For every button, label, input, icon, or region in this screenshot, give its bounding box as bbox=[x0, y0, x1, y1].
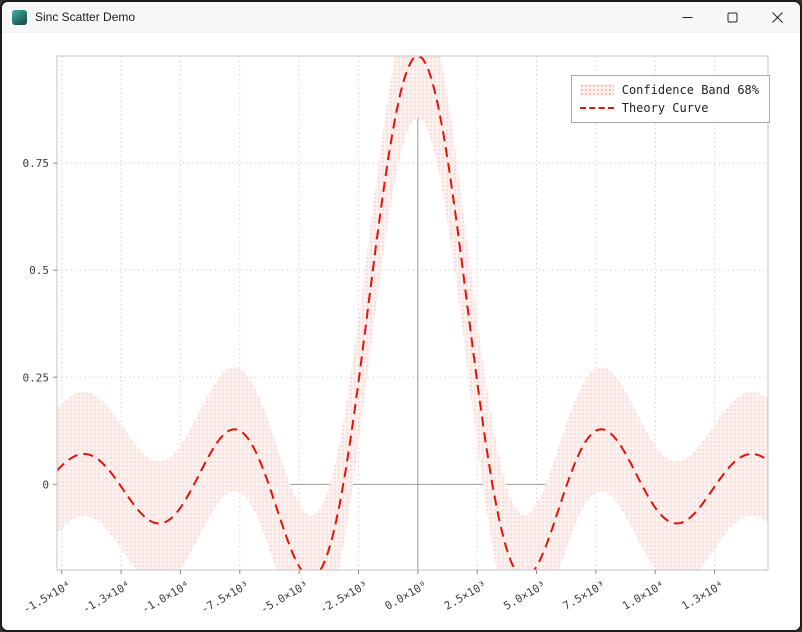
minimize-button[interactable] bbox=[665, 2, 710, 32]
window-title: Sinc Scatter Demo bbox=[35, 10, 136, 24]
close-icon bbox=[772, 11, 783, 23]
legend-item-theory-curve: Theory Curve bbox=[579, 99, 759, 117]
x-tick-label: 1.0×10⁴ bbox=[620, 578, 667, 612]
plot-frame bbox=[56, 55, 769, 571]
x-tick-label: -1.5×10⁴ bbox=[21, 578, 73, 616]
legend: Confidence Band 68% Theory Curve bbox=[570, 75, 770, 123]
x-tick-label: -2.5×10³ bbox=[318, 578, 370, 616]
confidence-band-swatch bbox=[579, 84, 614, 96]
x-tick-label: -5.0×10³ bbox=[258, 578, 310, 616]
close-button[interactable] bbox=[755, 2, 800, 32]
theory-curve bbox=[57, 56, 768, 570]
sinc-plot: -1.5×10⁴ -1.3×10⁴ -1.0×10⁴ -7.5×10³ -5.0×10³… bbox=[21, 55, 769, 616]
chart-area: -1.5×10⁴ -1.3×10⁴ -1.0×10⁴ -7.5×10³ -5.0×10³… bbox=[2, 33, 800, 630]
x-tick-label: 5.0×10³ bbox=[501, 578, 548, 612]
maximize-button[interactable] bbox=[710, 2, 755, 32]
x-tick-label: 2.5×10³ bbox=[442, 578, 489, 612]
window-controls bbox=[665, 2, 800, 32]
minimize-icon bbox=[682, 16, 693, 18]
x-tick-label: 1.3×10⁴ bbox=[679, 578, 726, 612]
x-tick-label: -1.0×10⁴ bbox=[140, 578, 192, 616]
x-tick-label: -7.5×10³ bbox=[199, 578, 251, 616]
app-icon bbox=[12, 9, 27, 25]
y-tick-label: 0.5 bbox=[29, 264, 49, 277]
x-tick-label: 0.0×10⁰ bbox=[383, 578, 430, 612]
confidence-band bbox=[57, 56, 768, 570]
theory-curve-swatch bbox=[579, 107, 614, 109]
y-tick-label: 0 bbox=[42, 478, 49, 491]
maximize-icon bbox=[727, 12, 738, 22]
x-tick-label: -1.3×10⁴ bbox=[80, 578, 132, 616]
y-tick-label: 0.25 bbox=[23, 371, 50, 384]
titlebar[interactable]: Sinc Scatter Demo bbox=[2, 2, 800, 33]
x-tick-label: 7.5×10³ bbox=[561, 578, 608, 612]
legend-label-confidence-band: Confidence Band 68% bbox=[621, 83, 759, 97]
legend-item-confidence-band: Confidence Band 68% bbox=[579, 81, 759, 99]
legend-label-theory-curve: Theory Curve bbox=[621, 101, 709, 115]
y-tick-label: 0.75 bbox=[23, 157, 50, 170]
